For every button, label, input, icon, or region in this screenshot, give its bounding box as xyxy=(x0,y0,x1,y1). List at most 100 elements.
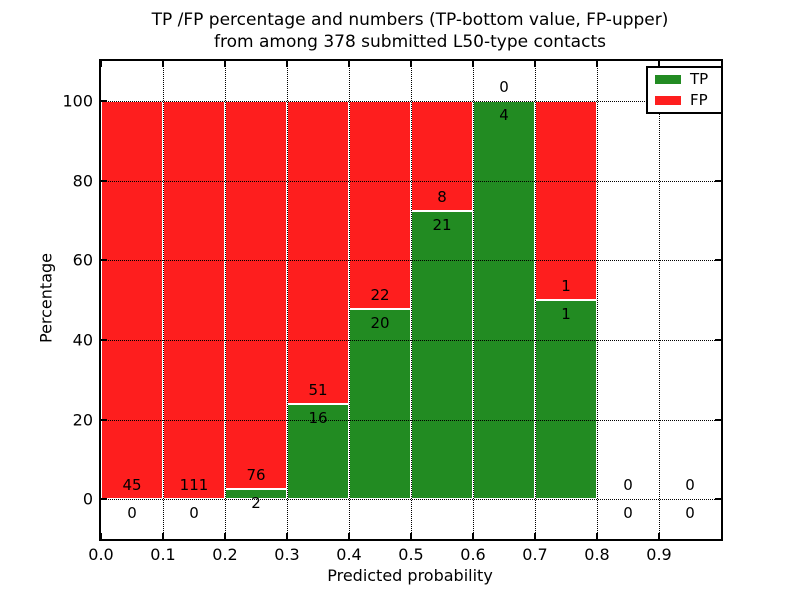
y-tick-mark xyxy=(101,498,107,501)
tp-count-label: 1 xyxy=(561,305,571,323)
tp-legend-label: TP xyxy=(690,70,709,88)
tp-count-label: 0 xyxy=(189,504,199,523)
x-tick-mark xyxy=(472,533,474,539)
legend-row-fp: FP xyxy=(655,93,721,108)
tp-count-label: 2 xyxy=(251,493,261,512)
fp-count-label: 51 xyxy=(308,381,328,400)
plot-area: 45 0 111 0 76 2 51 16 22 20 8 21 0 4 1 1 0 0 0 0 TP FP xyxy=(99,59,723,541)
fp-count-label: 8 xyxy=(437,187,447,206)
fp-count-label: 0 xyxy=(623,476,633,495)
x-tick-label: 0.4 xyxy=(336,545,362,564)
x-tick-label: 0.8 xyxy=(584,545,610,564)
tp-count-label: 0 xyxy=(685,504,695,523)
y-tick-mark-right xyxy=(715,418,721,421)
fp-count-label: 22 xyxy=(370,286,390,305)
y-tick-mark-right xyxy=(715,259,721,262)
x-tick-label: 0.2 xyxy=(212,545,238,564)
x-tick-mark-top xyxy=(596,61,598,67)
vertical-gridline xyxy=(535,61,536,539)
tp-count-label: 16 xyxy=(308,409,328,428)
x-tick-label: 0.7 xyxy=(522,545,548,564)
y-tick-mark-right xyxy=(715,179,721,182)
y-tick-mark-right xyxy=(715,498,721,501)
tp-count-label: 0 xyxy=(623,504,633,523)
chart-title-line2: from among 378 submitted L50-type contac… xyxy=(214,32,606,52)
x-tick-mark-top xyxy=(162,61,164,67)
x-tick-mark-top xyxy=(658,61,660,67)
y-tick-mark xyxy=(101,418,107,421)
tp-bar-segment xyxy=(473,100,535,500)
x-tick-mark xyxy=(224,533,226,539)
x-tick-mark xyxy=(100,533,102,539)
fp-count-label: 0 xyxy=(499,77,509,96)
x-tick-mark xyxy=(162,533,164,539)
chart-title-line1: TP /FP percentage and numbers (TP-bottom… xyxy=(151,10,669,30)
x-tick-mark xyxy=(658,533,660,539)
x-tick-mark-top xyxy=(348,61,350,67)
y-tick-label: 40 xyxy=(72,330,93,350)
x-tick-mark-top xyxy=(472,61,474,67)
x-tick-label: 0.6 xyxy=(460,545,486,564)
x-tick-label: 0.9 xyxy=(646,545,672,564)
bars-layer xyxy=(101,61,721,539)
tp-bar-segment xyxy=(411,210,473,500)
x-tick-mark xyxy=(534,533,536,539)
x-tick-mark-top xyxy=(100,61,102,67)
fp-count-label: 111 xyxy=(179,476,209,495)
tp-bar-segment xyxy=(349,309,411,500)
fp-count-label: 0 xyxy=(685,476,695,495)
horizontal-gridline xyxy=(101,180,721,182)
horizontal-gridline xyxy=(101,339,721,341)
vertical-gridline xyxy=(659,61,660,539)
x-tick-label: 0.3 xyxy=(274,545,300,564)
tp-count-label: 0 xyxy=(127,504,137,523)
tp-count-label: 20 xyxy=(370,314,390,333)
y-tick-mark-right xyxy=(715,338,721,341)
x-axis-label: Predicted probability xyxy=(327,566,493,585)
vertical-gridline xyxy=(349,61,350,539)
horizontal-gridline xyxy=(101,419,721,421)
x-tick-label: 0.5 xyxy=(398,545,424,564)
horizontal-gridline xyxy=(101,499,721,501)
fp-legend-swatch xyxy=(655,96,681,105)
x-tick-mark-top xyxy=(534,61,536,67)
fp-bar-segment xyxy=(349,100,411,310)
chart-title: TP /FP percentage and numbers (TP-bottom… xyxy=(100,9,720,53)
tp-legend-swatch xyxy=(655,75,681,84)
fp-legend-label: FP xyxy=(690,91,708,109)
fp-count-label: 1 xyxy=(561,277,571,295)
fp-bar-segment xyxy=(287,100,349,405)
x-tick-mark xyxy=(596,533,598,539)
tp-bar-segment xyxy=(535,300,597,500)
x-tick-mark-top xyxy=(286,61,288,67)
x-tick-label: 0.0 xyxy=(88,545,114,564)
fp-bar-segment xyxy=(535,100,597,300)
y-tick-label: 100 xyxy=(62,91,93,111)
tp-count-label: 21 xyxy=(432,215,452,234)
y-tick-mark xyxy=(101,179,107,182)
y-tick-label: 80 xyxy=(72,171,93,190)
fp-bar-segment xyxy=(411,100,473,211)
y-tick-mark xyxy=(101,99,107,102)
x-tick-label: 0.1 xyxy=(150,545,176,564)
vertical-gridline xyxy=(287,61,288,539)
legend-row-tp: TP xyxy=(655,72,721,87)
vertical-gridline xyxy=(225,61,226,539)
vertical-gridline xyxy=(411,61,412,539)
horizontal-gridline xyxy=(101,260,721,262)
fp-bar-segment xyxy=(163,100,225,500)
x-tick-mark xyxy=(286,533,288,539)
y-tick-mark xyxy=(101,259,107,262)
horizontal-gridline xyxy=(101,100,721,102)
x-tick-mark-top xyxy=(224,61,226,67)
bar-annotations-layer: 45 0 111 0 76 2 51 16 22 20 8 21 0 4 1 1 0 0 0 0 xyxy=(101,61,721,539)
fp-count-label: 45 xyxy=(122,476,142,495)
x-tick-mark-top xyxy=(410,61,412,67)
fp-bar-segment xyxy=(101,100,163,500)
y-tick-label: 20 xyxy=(72,410,93,429)
tp-count-label: 4 xyxy=(499,105,509,124)
fp-count-label: 76 xyxy=(246,465,266,484)
y-tick-mark xyxy=(101,338,107,341)
ticks-layer xyxy=(100,61,721,539)
